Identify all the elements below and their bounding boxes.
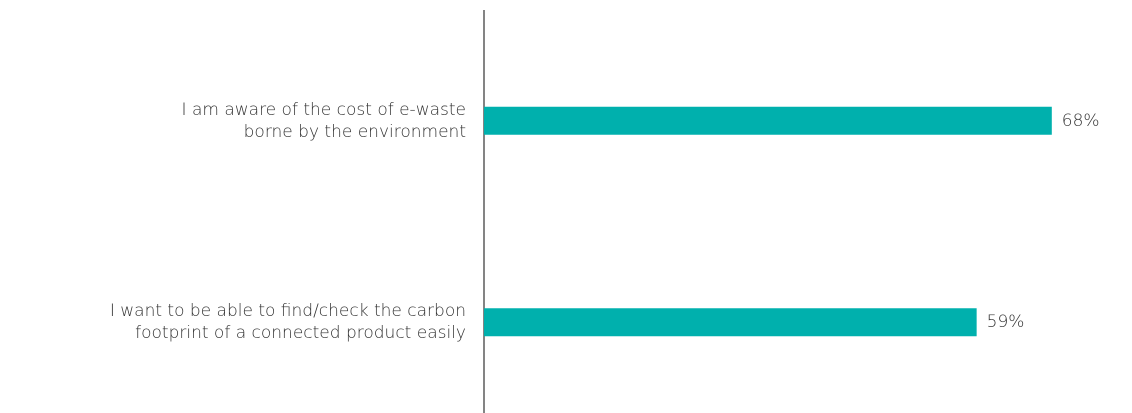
bar xyxy=(484,106,1052,135)
category-label: I want to be able to find/check the carb… xyxy=(109,301,466,344)
category-label: I am aware of the cost of e-waste borne … xyxy=(181,99,466,142)
value-label: 59% xyxy=(986,312,1025,333)
value-label: 68% xyxy=(1061,110,1100,131)
bar xyxy=(484,308,977,337)
